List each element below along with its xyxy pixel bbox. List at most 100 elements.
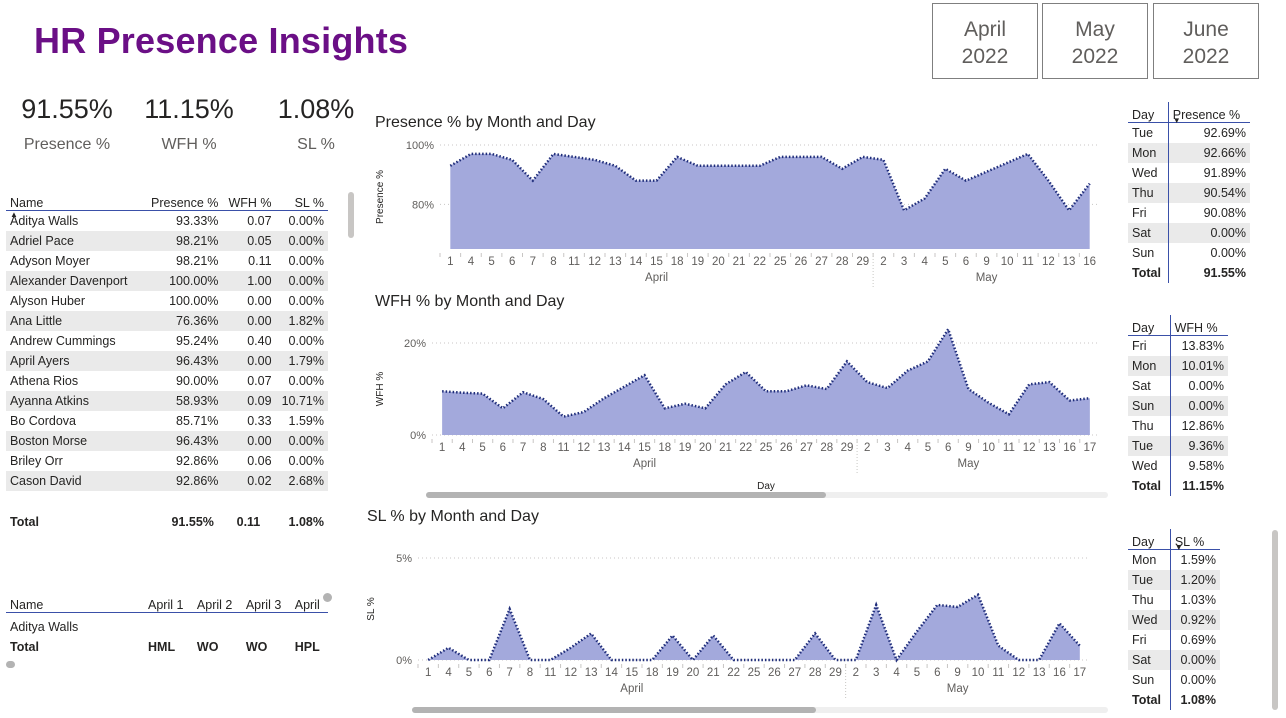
data-point[interactable] [861, 376, 873, 388]
table-row[interactable]: Athena Rios 90.00% 0.07 0.00% [6, 371, 328, 391]
data-point[interactable] [733, 160, 745, 172]
data-point[interactable] [486, 148, 498, 160]
attendance-scroll-handle[interactable] [323, 593, 332, 602]
data-point[interactable] [605, 654, 617, 666]
data-point[interactable] [639, 369, 651, 381]
data-point[interactable] [720, 378, 732, 390]
table-row[interactable]: Sun 0.00% [1128, 243, 1250, 263]
table-row[interactable]: Tue 9.36% [1128, 436, 1228, 456]
data-point[interactable] [578, 406, 590, 418]
col-header-day[interactable]: Day [1128, 102, 1169, 123]
table-row[interactable]: Adriel Pace 98.21% 0.05 0.00% [6, 231, 328, 251]
att-header-day[interactable]: April 1 [148, 598, 184, 612]
table-row[interactable]: Fri 90.08% [1128, 203, 1250, 223]
att-header-day[interactable]: April 3 [245, 598, 282, 612]
table-row[interactable]: Alexander Davenport 100.00% 1.00 0.00% [6, 271, 328, 291]
data-point[interactable] [836, 163, 848, 175]
data-point[interactable] [841, 355, 853, 367]
data-point[interactable] [646, 654, 658, 666]
data-point[interactable] [829, 654, 841, 666]
data-point[interactable] [850, 654, 862, 666]
data-point[interactable] [589, 154, 601, 166]
data-point[interactable] [558, 411, 570, 423]
table-row[interactable]: Ana Little 76.36% 0.00 1.82% [6, 311, 328, 331]
data-point[interactable] [800, 379, 812, 391]
data-point[interactable] [651, 175, 663, 187]
data-point[interactable] [687, 654, 699, 666]
data-point[interactable] [506, 154, 518, 166]
data-point[interactable] [630, 175, 642, 187]
data-point[interactable] [754, 160, 766, 172]
table-row[interactable]: Andrew Cummings 95.24% 0.40 0.00% [6, 331, 328, 351]
data-point[interactable] [728, 654, 740, 666]
data-point[interactable] [544, 654, 556, 666]
slicer-may-2022[interactable]: May 2022 [1042, 3, 1148, 79]
table-row[interactable]: Thu 12.86% [1128, 416, 1228, 436]
attendance-hscroll-handle[interactable] [6, 661, 15, 668]
data-point[interactable] [1064, 395, 1076, 407]
data-point[interactable] [463, 654, 475, 666]
table-row[interactable]: Aditya Walls 93.33% 0.07 0.00% [6, 211, 328, 232]
table-row[interactable]: Sun 0.00% [1128, 396, 1228, 416]
data-point[interactable] [707, 630, 719, 642]
table-row[interactable]: Mon 1.59% [1128, 549, 1220, 570]
data-point[interactable] [671, 151, 683, 163]
data-point[interactable] [809, 627, 821, 639]
data-point[interactable] [537, 393, 549, 405]
col-header-value[interactable]: WFH % [1169, 315, 1228, 336]
table-row[interactable]: Wed 9.58% [1128, 456, 1228, 476]
data-point[interactable] [504, 603, 516, 615]
data-point[interactable] [877, 154, 889, 166]
data-point[interactable] [699, 402, 711, 414]
data-point[interactable] [565, 642, 577, 654]
data-point[interactable] [774, 151, 786, 163]
data-point[interactable] [768, 654, 780, 666]
table-row[interactable]: April Ayers 96.43% 0.00 1.79% [6, 351, 328, 371]
table-row[interactable]: Tue 92.69% [1128, 122, 1250, 143]
data-point[interactable] [992, 640, 1004, 652]
data-point[interactable] [444, 160, 456, 172]
data-point[interactable] [740, 366, 752, 378]
att-header-day[interactable]: April [294, 598, 320, 612]
table-row[interactable]: Thu 1.03% [1128, 590, 1220, 610]
data-point[interactable] [952, 601, 964, 613]
data-point[interactable] [524, 654, 536, 666]
data-point[interactable] [527, 175, 539, 187]
table-row[interactable]: Mon 92.66% [1128, 143, 1250, 163]
table-row[interactable]: Alyson Huber 100.00% 0.00 0.00% [6, 291, 328, 311]
data-point[interactable] [712, 160, 724, 172]
table-row[interactable]: Sun 0.00% [1128, 670, 1220, 690]
data-point[interactable] [436, 385, 448, 397]
page-scrollbar[interactable] [1272, 530, 1278, 710]
data-point[interactable] [857, 151, 869, 163]
data-point[interactable] [679, 398, 691, 410]
table-row[interactable]: Fri 13.83% [1128, 335, 1228, 356]
data-point[interactable] [1043, 376, 1055, 388]
table-row[interactable]: Thu 90.54% [1128, 183, 1250, 203]
data-point[interactable] [981, 166, 993, 178]
data-point[interactable] [1023, 378, 1035, 390]
data-point[interactable] [1022, 148, 1034, 160]
col-header-day[interactable]: Day [1128, 529, 1171, 550]
data-point[interactable] [760, 385, 772, 397]
data-point[interactable] [1053, 617, 1065, 629]
data-point[interactable] [870, 599, 882, 611]
data-point[interactable] [1084, 178, 1096, 190]
data-point[interactable] [547, 148, 559, 160]
data-point[interactable] [942, 323, 954, 335]
employee-table-scrollbar[interactable] [348, 192, 354, 238]
table-row[interactable]: Wed 91.89% [1128, 163, 1250, 183]
data-point[interactable] [443, 642, 455, 654]
data-point[interactable] [618, 381, 630, 393]
data-point[interactable] [1063, 204, 1075, 216]
slicer-june-2022[interactable]: June 2022 [1153, 3, 1259, 79]
data-point[interactable] [1013, 654, 1025, 666]
data-point[interactable] [422, 654, 434, 666]
table-row[interactable]: Cason David 92.86% 0.02 2.68% [6, 471, 328, 491]
data-point[interactable] [456, 387, 468, 399]
att-header-day[interactable]: April 2 [196, 598, 233, 612]
data-point[interactable] [960, 175, 972, 187]
col-header-name[interactable]: Name ▲ [10, 196, 44, 219]
data-point[interactable] [1033, 654, 1045, 666]
data-point[interactable] [1042, 175, 1054, 187]
